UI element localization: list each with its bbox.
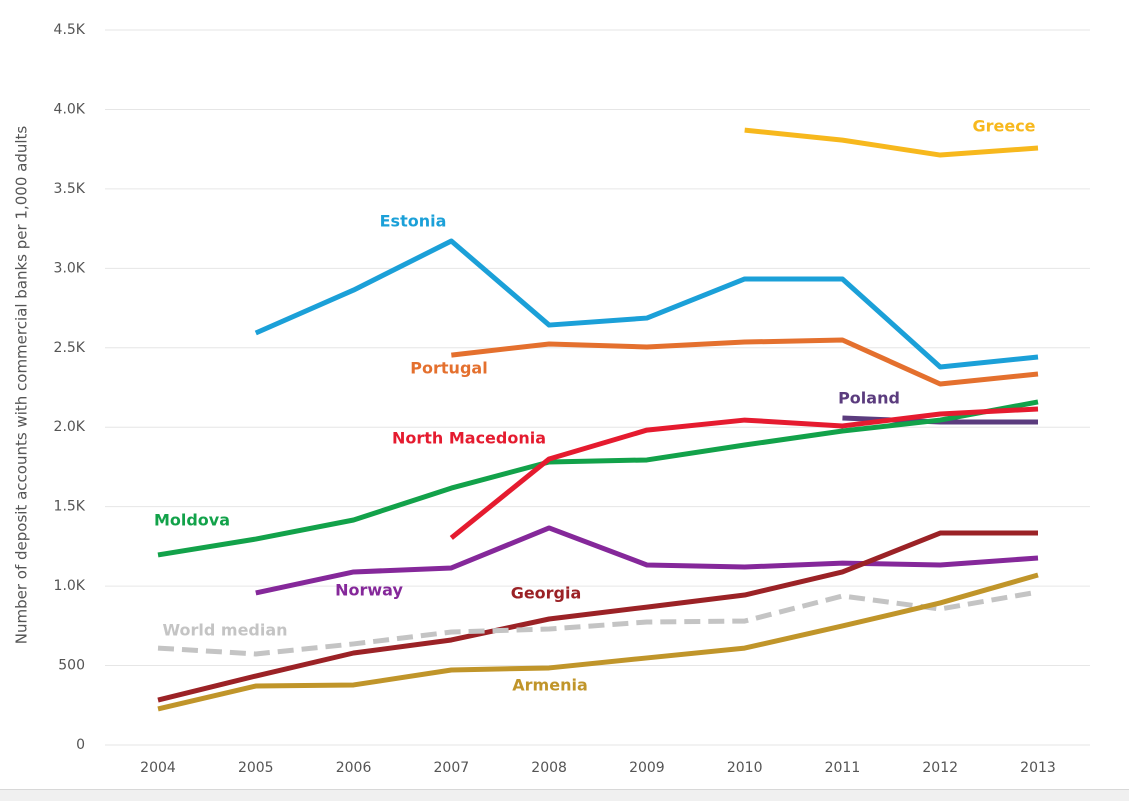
x-tick-label: 2009 <box>629 760 665 776</box>
y-tick-label: 500 <box>58 658 85 674</box>
y-tick-label: 2.0K <box>54 419 86 435</box>
x-tick-label: 2006 <box>336 760 372 776</box>
scrollbar-area <box>0 789 1129 801</box>
series-line <box>157 572 1039 712</box>
series-label: Moldova <box>154 511 230 530</box>
series-label: Portugal <box>410 359 487 378</box>
series-label: Poland <box>838 389 900 408</box>
x-tick-label: 2012 <box>922 760 958 776</box>
y-tick-label: 1.5K <box>54 499 86 515</box>
series-line <box>157 530 1038 703</box>
y-axis-title: Number of deposit accounts with commerci… <box>13 126 31 645</box>
series-line <box>744 127 1039 158</box>
y-tick-label: 2.5K <box>54 340 86 356</box>
x-tick-label: 2008 <box>531 760 567 776</box>
x-tick-label: 2013 <box>1020 760 1056 776</box>
x-tick-label: 2007 <box>434 760 470 776</box>
series-label: Norway <box>335 581 403 600</box>
x-tick-label: 2005 <box>238 760 274 776</box>
series-label: Greece <box>972 117 1035 136</box>
series-label: Estonia <box>380 212 447 231</box>
series-line <box>449 406 1039 540</box>
series-label: North Macedonia <box>392 429 546 448</box>
y-tick-label: 3.5K <box>54 181 86 197</box>
x-tick-label: 2011 <box>825 760 861 776</box>
y-tick-label: 3.0K <box>54 260 86 276</box>
series-line <box>157 399 1039 558</box>
y-tick-label: 4.0K <box>54 101 86 117</box>
series-line <box>451 337 1039 387</box>
series-label: Armenia <box>512 676 587 695</box>
y-tick-label: 0 <box>76 737 85 753</box>
x-tick-label: 2010 <box>727 760 763 776</box>
series-line <box>254 238 1039 370</box>
series-line <box>255 525 1039 596</box>
series-label: Georgia <box>511 584 582 603</box>
series-label: World median <box>162 621 287 640</box>
y-tick-label: 1.0K <box>54 578 86 594</box>
x-tick-label: 2004 <box>140 760 176 776</box>
series-line <box>157 589 1039 657</box>
y-tick-label: 4.5K <box>54 22 86 38</box>
